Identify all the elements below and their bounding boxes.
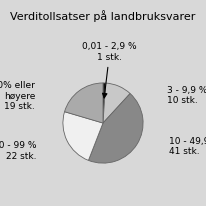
Wedge shape <box>63 112 103 160</box>
Wedge shape <box>103 83 130 123</box>
Text: Tollsats 100% eller
høyere
19 stk.: Tollsats 100% eller høyere 19 stk. <box>0 81 35 111</box>
Wedge shape <box>64 83 103 123</box>
Wedge shape <box>103 83 106 123</box>
Wedge shape <box>88 94 143 163</box>
Text: 3 - 9,9 %
10 stk.: 3 - 9,9 % 10 stk. <box>167 85 206 105</box>
Title: Verditollsatser på landbruksvarer: Verditollsatser på landbruksvarer <box>10 11 196 22</box>
Text: 50 - 99 %
22 stk.: 50 - 99 % 22 stk. <box>0 141 36 161</box>
Text: 10 - 49,9 %
41 stk.: 10 - 49,9 % 41 stk. <box>169 137 206 156</box>
Text: 0,01 - 2,9 %
1 stk.: 0,01 - 2,9 % 1 stk. <box>82 42 137 98</box>
